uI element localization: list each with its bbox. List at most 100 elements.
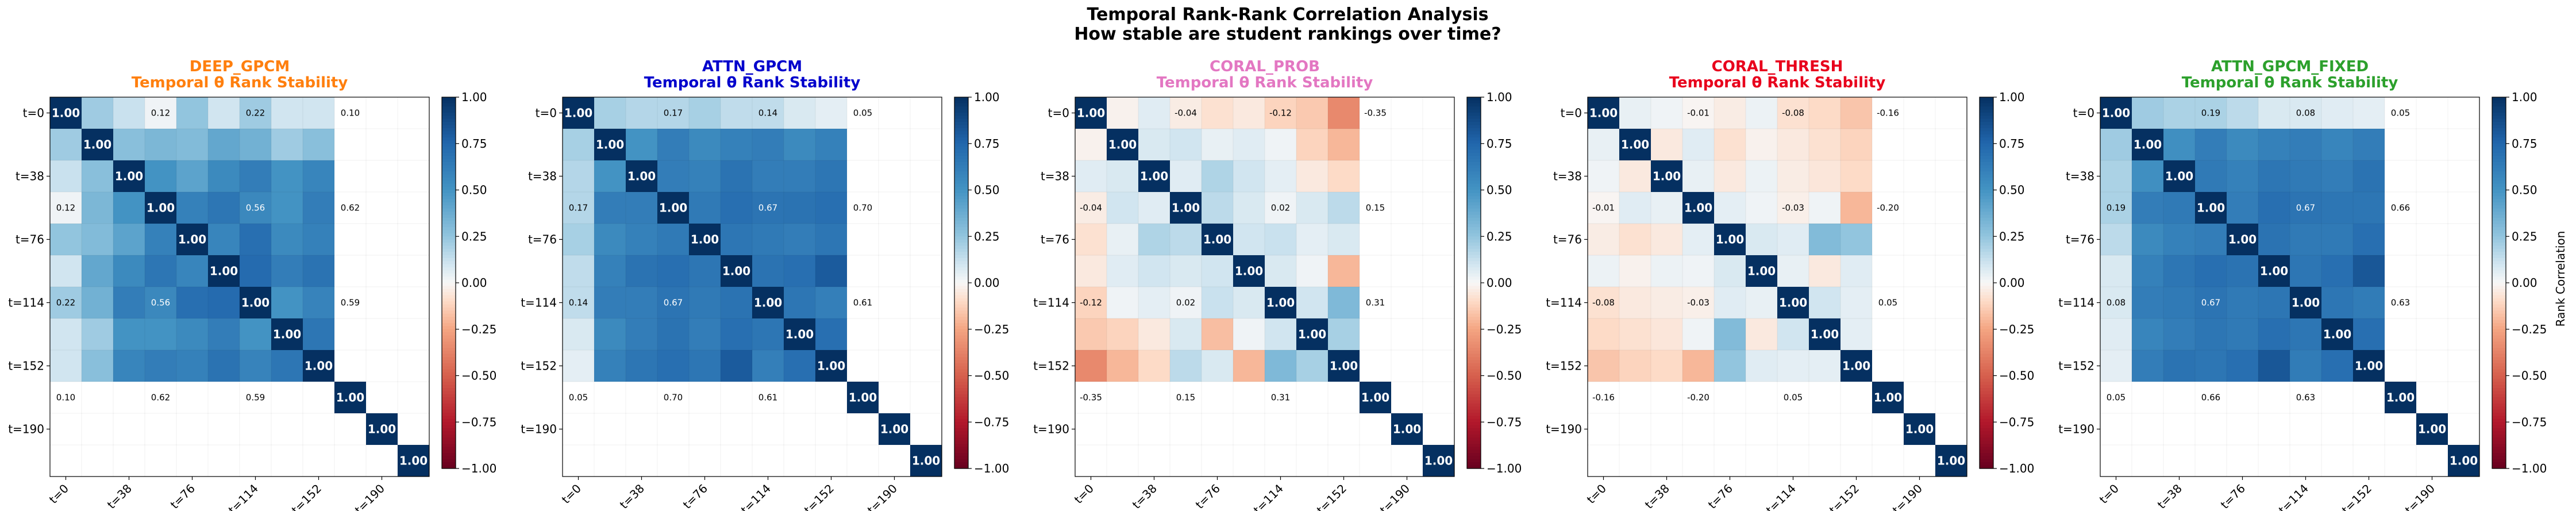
cell-value-label: 1.00 [2165,170,2193,183]
heatmap-cell [2100,224,2132,255]
heatmap-cell [1809,224,1840,255]
colorbar-segment [954,322,968,326]
colorbar-tick-label: 0.50 [1487,183,1512,197]
colorbar-segment [1467,289,1481,293]
colorbar-segment [1467,385,1481,389]
axes-frame [562,97,942,477]
colorbar-segment [442,174,456,178]
colorbar-segment [1980,147,1993,151]
colorbar-segment [2492,329,2506,333]
heatmap-cell [2227,224,2258,255]
heatmap-cell [1714,160,1746,192]
cell-value-label: -0.08 [1782,108,1804,118]
colorbar-segment [2492,196,2506,200]
colorbar-segment [442,276,456,281]
colorbar-segment [2492,434,2506,438]
colorbar-segment [1980,357,1993,361]
colorbar-segment [1467,332,1481,336]
colorbar-segment [1467,193,1481,197]
colorbar-segment [954,453,968,457]
colorbar-segment [1467,437,1481,441]
colorbar-segment [2492,258,2506,262]
heatmap-cell [1170,129,1202,160]
colorbar-segment [1467,128,1481,132]
heatmap-cell [1075,160,1107,192]
colorbar-segment [1467,357,1481,361]
colorbar-tick-label: 0.75 [974,137,1000,151]
cell-value-label: 1.00 [2450,454,2478,468]
colorbar-segment [442,338,456,342]
heatmap-cell [240,160,271,192]
heatmap-cell [240,287,271,318]
colorbar-segment [442,183,456,187]
colorbar-tick-label: −0.25 [2512,322,2547,336]
heatmap-cell [1265,160,1296,192]
heatmap-cell [594,318,626,350]
heatmap-cell [145,97,176,129]
colorbar-segment [1980,360,1993,364]
colorbar-segment [2492,168,2506,172]
colorbar-segment [442,143,456,147]
colorbar-segment [1467,459,1481,463]
heatmap-cell [1651,192,1682,224]
colorbar-segment [1980,298,1993,302]
colorbar-segment [1980,125,1993,129]
heatmap-cell [1619,129,1651,160]
colorbar-segment [954,437,968,441]
colorbar-segment [442,236,456,240]
heatmap-cell [2321,287,2353,318]
heatmap-cell [303,129,334,160]
heatmap-cell [689,255,721,287]
heatmap-cell [721,255,752,287]
colorbar-segment [1467,147,1481,151]
heatmap-cell [1746,255,1777,287]
heatmap-cell [2258,129,2290,160]
cell-value-label: 1.00 [1874,391,1902,405]
heatmap-cell [1107,129,1138,160]
colorbar-segment [442,440,456,444]
colorbar-tick-label: 0.50 [974,183,1000,197]
colorbar-segment [1467,453,1481,457]
colorbar-segment [2492,425,2506,429]
colorbar-segment [954,369,968,373]
colorbar-segment [1467,183,1481,187]
heatmap-cell [2290,255,2321,287]
heatmap-cell [1170,318,1202,350]
colorbar-segment [1467,403,1481,407]
cell-value-label: 0.67 [664,298,683,308]
cell-value-label: 0.17 [569,203,588,213]
colorbar-segment [2492,341,2506,345]
colorbar-segment [2492,360,2506,364]
heatmap-cell [1265,129,1296,160]
colorbar-segment [442,447,456,451]
cell-value-label: -0.03 [1782,203,1804,213]
colorbar-segment [954,332,968,336]
heatmap-cell [1265,224,1296,255]
heatmap-cell [1746,97,1777,129]
heatmap-cell [1809,160,1840,192]
cell-value-label: 0.59 [341,298,360,308]
colorbar-segment [1980,310,1993,314]
heatmap-cell [1138,97,1170,129]
heatmap-cell [1075,97,1107,129]
heatmap-cell [50,97,82,129]
cell-value-label: 0.31 [1366,298,1385,308]
heatmap-cell [594,97,626,129]
colorbar-segment [1467,422,1481,426]
colorbar-segment [442,295,456,299]
colorbar-tick-label: 0.25 [2512,229,2538,243]
colorbar-segment [442,147,456,151]
heatmap-cell [1170,160,1202,192]
heatmap-cell [1872,382,1904,413]
colorbar-segment [954,208,968,212]
y-tick-label: t=152 [1033,359,1069,373]
heatmap-cell [1840,287,1872,318]
colorbar-segment [1980,128,1993,132]
colorbar-segment [2492,276,2506,281]
heatmap-cell [145,255,176,287]
heatmap-cell [1777,192,1809,224]
colorbar-segment [1980,400,1993,404]
heatmap-cell [1619,97,1651,129]
heatmap-cell [2416,413,2448,445]
